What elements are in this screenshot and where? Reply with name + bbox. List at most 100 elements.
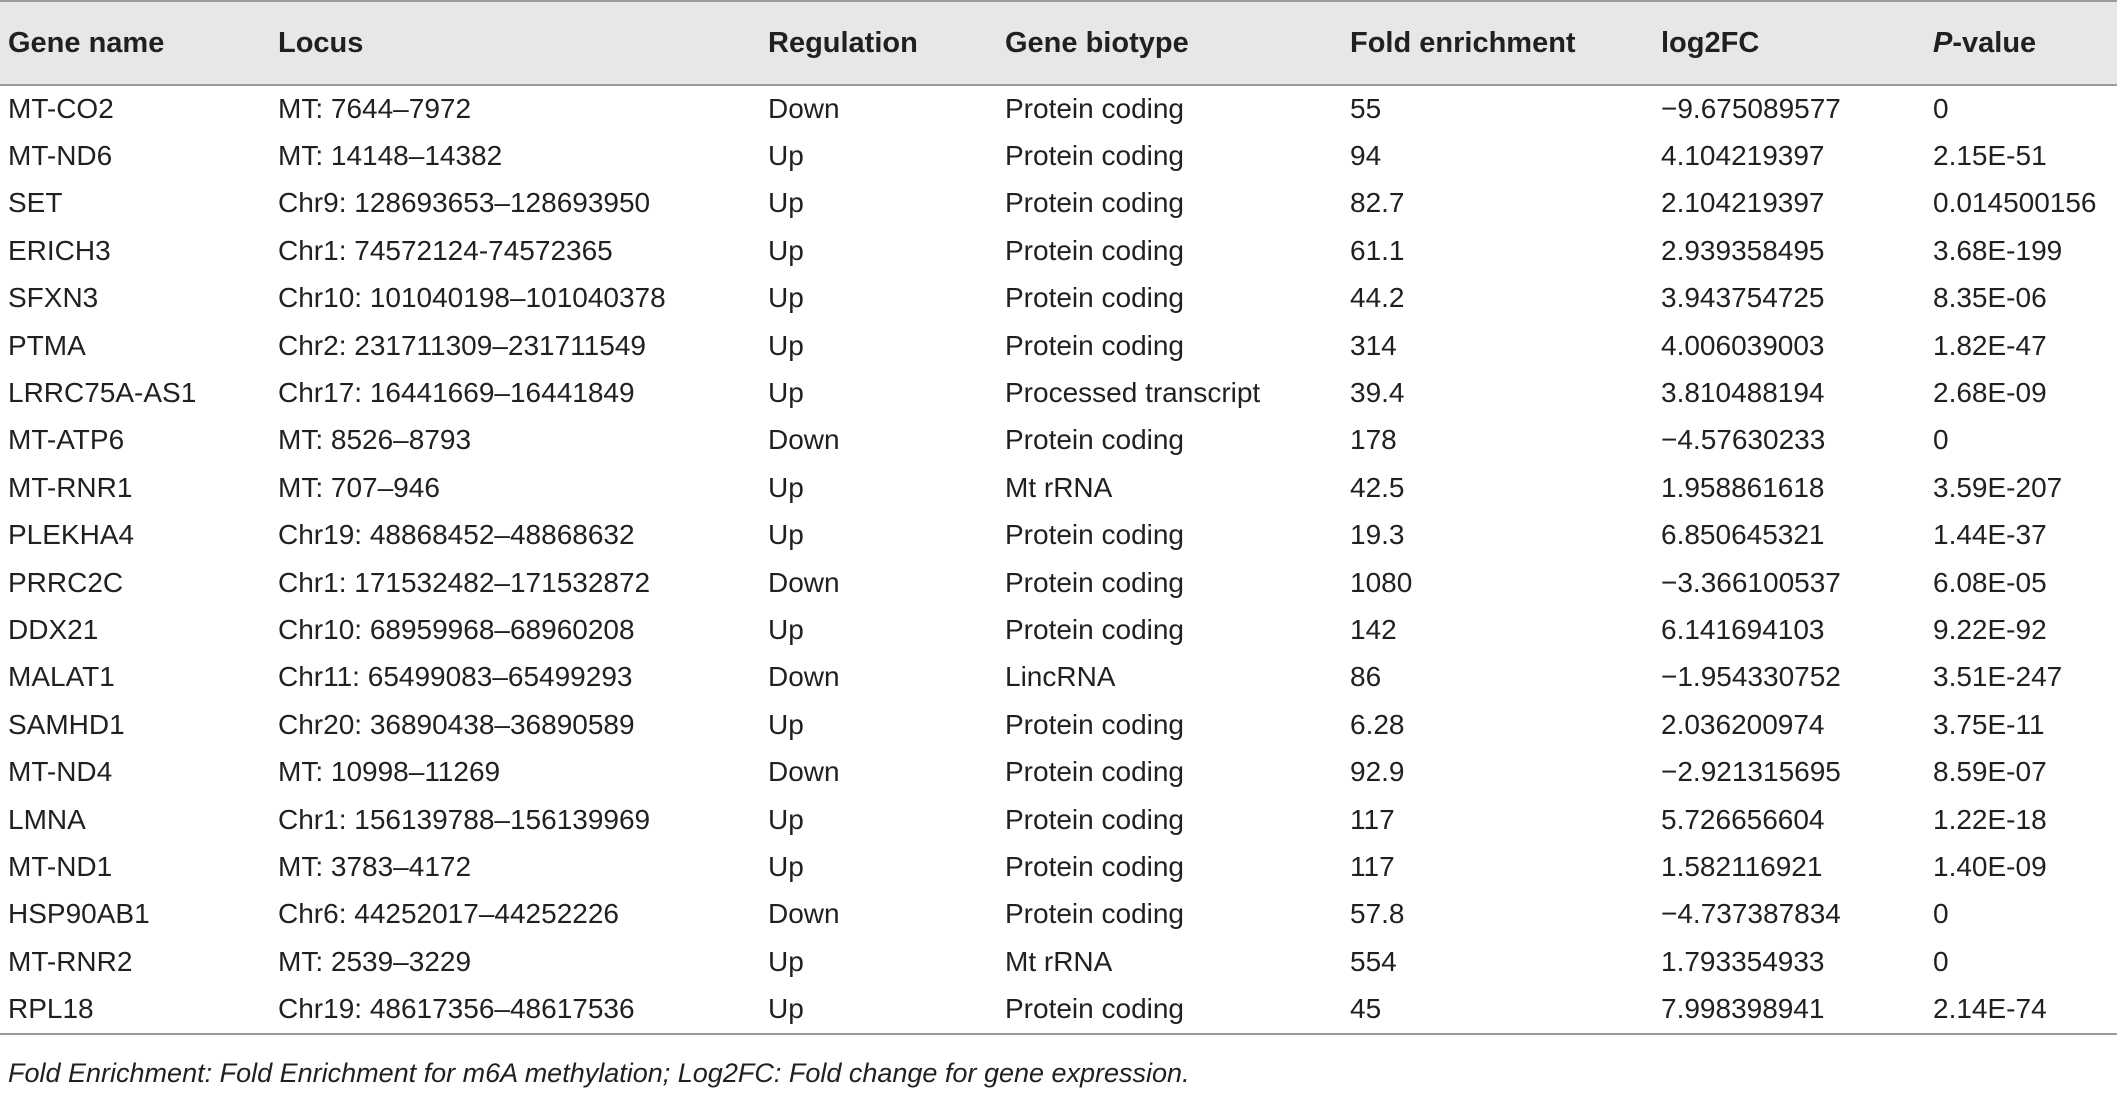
table-row: SFXN3 Chr10: 101040198–101040378 Up Protein…: [0, 275, 2117, 322]
cell-gene-name: ERICH3: [8, 234, 111, 266]
cell-log2fc: −1.954330752: [1661, 661, 1841, 693]
cell-gene-name: SFXN3: [8, 282, 99, 314]
table-row: MT-ND4 MT: 10998–11269 Down Protein coding 9…: [0, 748, 2117, 795]
cell-log2fc: −9.675089577: [1661, 93, 1841, 125]
cell-gene-name: PTMA: [8, 329, 86, 361]
table-row: PLEKHA4 Chr19: 48868452–48868632 Up Protein…: [0, 512, 2117, 559]
cell-fold-enrichment: 117: [1350, 850, 1395, 882]
cell-gene-biotype: Protein coding: [1005, 424, 1185, 456]
cell-locus: Chr1: 171532482–171532872: [278, 566, 651, 598]
cell-locus: MT: 2539–3229: [278, 945, 472, 977]
cell-gene-biotype: Protein coding: [1005, 850, 1185, 882]
cell-log2fc: −3.366100537: [1661, 566, 1841, 598]
cell-gene-biotype: Protein coding: [1005, 93, 1185, 125]
header-row: Gene name Locus Regulation Gene biotype …: [0, 0, 2117, 86]
table-header: Gene name Locus Regulation Gene biotype …: [0, 0, 2117, 86]
cell-fold-enrichment: 44.2: [1350, 282, 1405, 314]
cell-locus: MT: 7644–7972: [278, 93, 472, 125]
cell-gene-name: PRRC2C: [8, 566, 124, 598]
cell-p-value: 0: [1933, 945, 1949, 977]
cell-locus: Chr6: 44252017–44252226: [278, 898, 619, 930]
cell-gene-biotype: Protein coding: [1005, 613, 1185, 645]
cell-p-value: 0: [1933, 93, 1949, 125]
table-footnote: Fold Enrichment: Fold Enrichment for m6A…: [8, 1058, 1190, 1088]
cell-log2fc: 3.810488194: [1661, 377, 1825, 409]
header-locus: Locus: [278, 0, 768, 86]
cell-gene-name: MT-ND6: [8, 140, 113, 172]
header-gene-biotype: Gene biotype: [1005, 0, 1350, 86]
table-row: MT-RNR2 MT: 2539–3229 Up Mt rRNA 554 1.793354…: [0, 938, 2117, 985]
cell-regulation: Up: [768, 519, 804, 551]
cell-gene-biotype: Protein coding: [1005, 519, 1185, 551]
table-body: MT-CO2 MT: 7644–7972 Down Protein coding 55 −…: [0, 85, 2117, 1036]
cell-gene-name: LRRC75A-AS1: [8, 377, 197, 409]
cell-locus: Chr19: 48868452–48868632: [278, 519, 635, 551]
cell-fold-enrichment: 39.4: [1350, 377, 1405, 409]
cell-fold-enrichment: 178: [1350, 424, 1397, 456]
cell-log2fc: −4.737387834: [1661, 898, 1841, 930]
cell-locus: Chr20: 36890438–36890589: [278, 708, 635, 740]
table-row: MT-ND1 MT: 3783–4172 Up Protein coding 117 1.…: [0, 843, 2117, 890]
cell-locus: Chr9: 128693653–128693950: [278, 187, 651, 219]
cell-fold-enrichment: 6.28: [1350, 708, 1405, 740]
cell-gene-name: RPL18: [0, 985, 278, 1036]
cell-regulation: Up: [768, 850, 804, 882]
cell-regulation: Down: [768, 756, 840, 788]
cell-fold-enrichment: 82.7: [1350, 187, 1405, 219]
cell-regulation: Down: [768, 898, 840, 930]
cell-p-value: 1.40E-09: [1933, 850, 2047, 882]
cell-gene-biotype: Protein coding: [1005, 566, 1185, 598]
cell-fold-enrichment: 55: [1350, 93, 1382, 125]
table-row: HSP90AB1 Chr6: 44252017–44252226 Down Prote…: [0, 891, 2117, 938]
cell-log2fc: 2.036200974: [1661, 708, 1825, 740]
cell-regulation: Down: [768, 93, 840, 125]
cell-gene-biotype: Protein coding: [1005, 234, 1185, 266]
cell-locus: MT: 707–946: [278, 471, 440, 503]
cell-log2fc: 1.958861618: [1661, 471, 1825, 503]
cell-p-value: 3.59E-207: [1933, 471, 2063, 503]
cell-p-value: 2.15E-51: [1933, 140, 2047, 172]
cell-fold-enrichment: 92.9: [1350, 756, 1405, 788]
cell-gene-biotype: Protein coding: [1005, 985, 1350, 1036]
cell-locus: MT: 14148–14382: [278, 140, 503, 172]
cell-gene-name: SAMHD1: [8, 708, 125, 740]
table-row: SET Chr9: 128693653–128693950 Up Protein co…: [0, 180, 2117, 227]
cell-gene-name: PLEKHA4: [8, 519, 135, 551]
cell-gene-name: MALAT1: [8, 661, 115, 693]
cell-regulation: Up: [768, 140, 804, 172]
cell-gene-biotype: LincRNA: [1005, 661, 1116, 693]
table-row: PRRC2C Chr1: 171532482–171532872 Down Prote…: [0, 559, 2117, 606]
cell-regulation: Up: [768, 708, 804, 740]
cell-regulation: Up: [768, 282, 804, 314]
cell-fold-enrichment: 19.3: [1350, 519, 1405, 551]
cell-gene-biotype: Protein coding: [1005, 708, 1185, 740]
header-p-value: P-value: [1933, 0, 2117, 86]
cell-p-value: 1.44E-37: [1933, 519, 2047, 551]
cell-regulation: Up: [768, 234, 804, 266]
cell-log2fc: 4.104219397: [1661, 140, 1825, 172]
cell-locus: Chr1: 74572124-74572365: [278, 234, 613, 266]
cell-p-value: 3.75E-11: [1933, 708, 2045, 740]
cell-log2fc: 6.850645321: [1661, 519, 1825, 551]
cell-gene-name: MT-ND1: [8, 850, 113, 882]
cell-regulation: Up: [768, 329, 804, 361]
cell-gene-biotype: Protein coding: [1005, 282, 1185, 314]
cell-p-value: 1.22E-18: [1933, 803, 2047, 835]
cell-locus: Chr2: 231711309–231711549: [278, 329, 646, 361]
cell-regulation: Down: [768, 661, 840, 693]
cell-regulation: Up: [768, 985, 1005, 1036]
cell-p-value: 0.014500156: [1933, 187, 2097, 219]
cell-log2fc: 3.943754725: [1661, 282, 1825, 314]
cell-p-value: 0: [1933, 424, 1949, 456]
table-row: LMNA Chr1: 156139788–156139969 Up Protein c…: [0, 796, 2117, 843]
cell-p-value: 0: [1933, 898, 1949, 930]
cell-regulation: Up: [768, 377, 804, 409]
cell-locus: Chr10: 68959968–68960208: [278, 613, 635, 645]
cell-fold-enrichment: 42.5: [1350, 471, 1405, 503]
cell-gene-name: MT-RNR2: [8, 945, 133, 977]
cell-p-value: 3.51E-247: [1933, 661, 2063, 693]
cell-gene-name: MT-CO2: [8, 93, 114, 125]
cell-regulation: Down: [768, 566, 840, 598]
cell-log2fc: 2.939358495: [1661, 234, 1825, 266]
